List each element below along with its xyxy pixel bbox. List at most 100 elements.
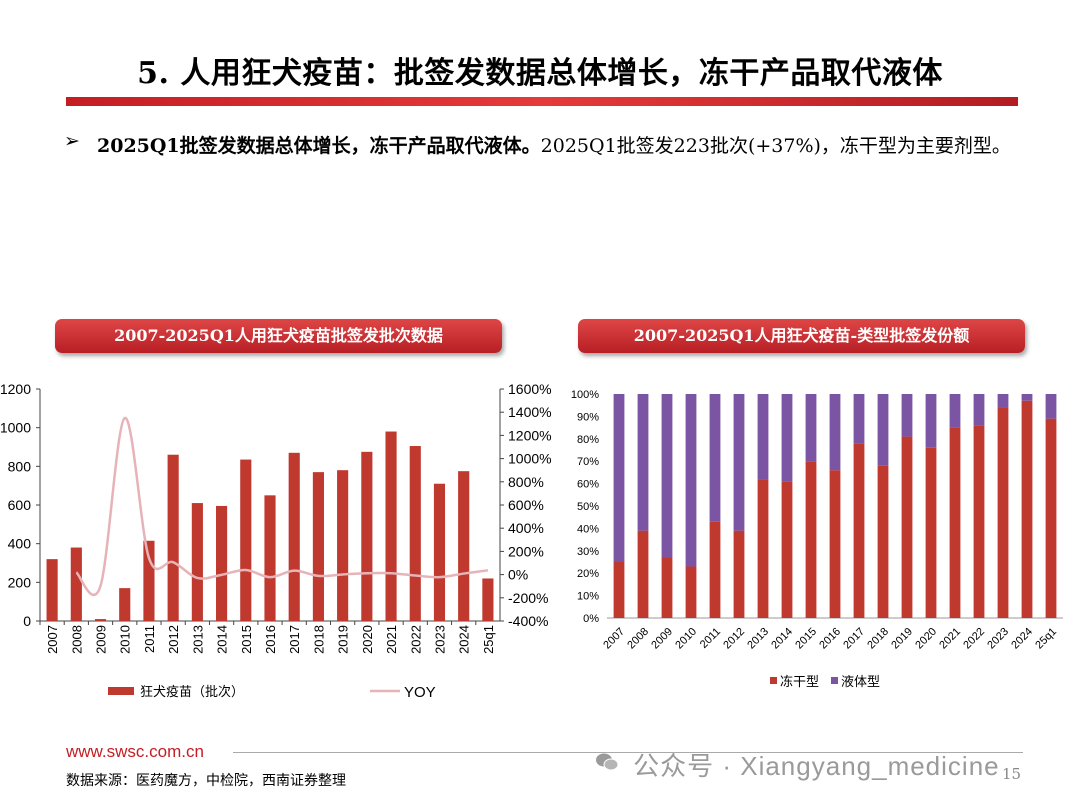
chart1-bar bbox=[264, 495, 276, 621]
chart1-right-tick-label: 200% bbox=[508, 543, 544, 559]
chart1-legend-line-label: YOY bbox=[404, 684, 436, 701]
chart1-bar bbox=[482, 578, 494, 621]
chart2-y-tick-label: 10% bbox=[577, 591, 599, 603]
chart1-bar bbox=[167, 454, 179, 621]
footer-source: 数据来源：医药魔方，中检院，西南证券整理 bbox=[66, 772, 346, 788]
chart2-x-tick-label: 2022 bbox=[961, 626, 987, 652]
chart1-bar bbox=[46, 559, 58, 621]
chart1-right-tick-label: 1000% bbox=[508, 451, 552, 467]
chart2-x-tick-label: 25q1 bbox=[1033, 626, 1059, 652]
chart1-yoy-line bbox=[75, 416, 489, 597]
chart1-legend-bar-swatch bbox=[108, 687, 134, 695]
chart1-bar bbox=[288, 452, 300, 621]
chart2-y-tick-label: 90% bbox=[577, 411, 599, 423]
chart1-bar bbox=[409, 446, 421, 621]
chart2-bar-dry bbox=[925, 447, 937, 618]
chart2-bar-liquid bbox=[613, 394, 625, 562]
chart1-bar bbox=[385, 431, 397, 621]
chart1-right-tick-label: -400% bbox=[508, 613, 548, 629]
chart2-bar-dry bbox=[1021, 400, 1033, 618]
chart2-x-tick-label: 2018 bbox=[865, 626, 891, 652]
chart2-y-tick-label: 30% bbox=[577, 546, 599, 558]
chart1-left-tick-label: 200 bbox=[8, 574, 32, 590]
title-underline bbox=[66, 97, 1018, 106]
chart1-x-tick-label: 2022 bbox=[408, 625, 423, 654]
chart2-bar-dry bbox=[661, 557, 673, 618]
chart2-bar-liquid bbox=[949, 394, 961, 428]
chart2-bar-dry bbox=[709, 521, 721, 618]
slide-title: 5. 人用狂犬疫苗：批签发数据总体增长，冻干产品取代液体 bbox=[137, 56, 943, 91]
chart2-x-tick-label: 2009 bbox=[649, 626, 675, 652]
chart2-y-tick-label: 80% bbox=[577, 434, 599, 446]
chart2-bar-liquid bbox=[709, 394, 721, 522]
chart2-bar-dry bbox=[949, 427, 961, 618]
chart2-bar-liquid bbox=[661, 394, 673, 558]
chart2-x-tick-label: 2010 bbox=[673, 626, 699, 652]
chart2-bar-dry bbox=[877, 465, 889, 618]
chart2-x-tick-label: 2021 bbox=[937, 626, 963, 652]
footer-url[interactable]: www.swsc.com.cn bbox=[66, 742, 204, 761]
chart1-x-tick-label: 2008 bbox=[69, 625, 84, 654]
chart2-bar-dry bbox=[829, 470, 841, 618]
chart1-bar bbox=[312, 472, 324, 621]
chart1-x-tick-label: 2014 bbox=[215, 625, 230, 654]
chart1-left-tick-label: 400 bbox=[8, 536, 32, 552]
chart2-x-tick-label: 2023 bbox=[985, 626, 1011, 652]
wechat-icon bbox=[596, 753, 619, 771]
chart2-x-tick-label: 2013 bbox=[745, 626, 771, 652]
chart1-x-tick-label: 2023 bbox=[432, 625, 447, 654]
chart1-bar bbox=[458, 471, 470, 621]
chart2-bar-dry bbox=[781, 481, 793, 618]
chart2-legend-liquid-swatch bbox=[831, 677, 838, 684]
chart2-bar-dry bbox=[733, 530, 745, 618]
chart2-bar-liquid bbox=[901, 394, 913, 437]
bullet-arrow-icon: ➢ bbox=[64, 130, 80, 152]
chart2-bar-liquid bbox=[829, 394, 841, 471]
chart2-bar-dry bbox=[757, 479, 769, 618]
chart2-bar-dry bbox=[613, 562, 625, 618]
chart2-bar-liquid bbox=[853, 394, 865, 444]
chart1-bar bbox=[361, 451, 373, 621]
chart2-legend-liquid-label: 液体型 bbox=[841, 675, 880, 690]
footer-divider bbox=[233, 752, 1023, 753]
chart1-x-tick-label: 2015 bbox=[239, 625, 254, 654]
page-number: 15 bbox=[1002, 765, 1022, 783]
chart2-bar-dry bbox=[1045, 418, 1057, 618]
chart2-y-tick-label: 70% bbox=[577, 456, 599, 468]
chart2-x-tick-label: 2017 bbox=[841, 626, 867, 652]
chart2-y-tick-label: 60% bbox=[577, 479, 599, 491]
chart1-x-tick-label: 2007 bbox=[45, 625, 60, 654]
chart2-legend-dry-swatch bbox=[770, 677, 777, 684]
chart1-left-tick-label: 1200 bbox=[0, 381, 31, 397]
chart2-bar-liquid bbox=[757, 394, 769, 480]
chart2-bar-liquid bbox=[1045, 394, 1057, 419]
chart1-x-tick-label: 2019 bbox=[336, 625, 351, 654]
chart2-bar-liquid bbox=[685, 394, 697, 567]
chart1-bar bbox=[216, 505, 228, 621]
chart1-left-tick-label: 1000 bbox=[0, 420, 31, 436]
chart1-right-tick-label: 800% bbox=[508, 474, 544, 490]
chart1-left-tick-label: 600 bbox=[8, 497, 32, 513]
chart2-bar-liquid bbox=[925, 394, 937, 448]
chart1-bar bbox=[191, 503, 203, 621]
chart2-y-tick-label: 50% bbox=[577, 501, 599, 513]
chart2-x-tick-label: 2016 bbox=[817, 626, 843, 652]
chart1-bar bbox=[119, 588, 131, 621]
chart1-title: 2007-2025Q1人用狂犬疫苗批签发批次数据 bbox=[55, 319, 502, 353]
chart1-right-tick-label: 1400% bbox=[508, 404, 552, 420]
chart2-bar-liquid bbox=[805, 394, 817, 462]
chart2-bar-dry bbox=[685, 566, 697, 618]
chart2-x-tick-label: 2014 bbox=[769, 626, 795, 652]
chart1-x-tick-label: 2011 bbox=[142, 625, 157, 653]
chart1-right-tick-label: 1600% bbox=[508, 381, 552, 397]
chart2-x-tick-label: 2008 bbox=[625, 626, 651, 652]
chart1-bar bbox=[433, 483, 446, 621]
chart1-bar bbox=[337, 470, 349, 621]
chart1-x-tick-label: 2018 bbox=[311, 625, 326, 654]
chart2-bar-liquid bbox=[637, 394, 649, 531]
chart2-x-tick-label: 2020 bbox=[913, 626, 939, 652]
watermark-text: 公众号 · Xiangyang_medicine bbox=[633, 751, 1000, 781]
chart2-x-tick-label: 2015 bbox=[793, 626, 819, 652]
chart2-bar-liquid bbox=[781, 394, 793, 482]
chart1-x-tick-label: 2017 bbox=[287, 625, 302, 654]
